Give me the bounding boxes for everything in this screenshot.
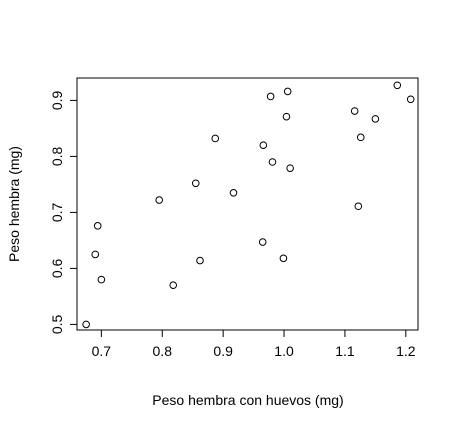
data-point [350, 107, 359, 115]
data-point [393, 81, 402, 90]
data-point [82, 320, 90, 329]
y-axis: 0.5 0.6 0.7 0.8 0.9 [49, 90, 78, 334]
y-axis-title: Peso hembra (mg) [6, 146, 22, 262]
data-point [266, 92, 275, 101]
data-point [356, 133, 365, 142]
y-tick-label: 0.9 [49, 90, 65, 110]
data-point [93, 222, 102, 230]
data-point [169, 281, 178, 290]
data-point [354, 202, 363, 211]
y-tick-label: 0.7 [49, 202, 65, 222]
x-tick-label: 1.2 [396, 343, 416, 359]
y-tick-label: 0.5 [49, 314, 65, 334]
y-tick-label: 0.6 [49, 258, 65, 278]
x-axis-title: Peso hembra con huevos (mg) [152, 392, 343, 408]
data-point [282, 112, 291, 121]
data-point [91, 250, 100, 259]
data-point [259, 141, 268, 149]
data-point [229, 189, 238, 197]
y-tick-label: 0.8 [49, 146, 65, 166]
data-point [155, 196, 164, 204]
x-axis: 0.7 0.8 0.9 1.0 1.1 1.2 [92, 329, 416, 359]
data-point [211, 134, 220, 143]
x-tick-label: 0.7 [92, 343, 112, 359]
data-point [371, 115, 380, 123]
data-points [82, 81, 415, 329]
x-tick-label: 1.0 [274, 343, 294, 359]
data-point [286, 164, 294, 172]
data-point [97, 275, 106, 284]
x-tick-label: 1.1 [335, 343, 355, 359]
data-point [258, 238, 267, 246]
data-point [268, 158, 277, 166]
x-tick-label: 0.8 [153, 343, 173, 359]
data-point [283, 87, 292, 96]
data-point [279, 254, 288, 263]
data-point [196, 256, 204, 265]
plot-frame [76, 77, 419, 331]
x-tick-label: 0.9 [213, 343, 233, 359]
data-point [406, 95, 415, 104]
data-point [191, 179, 200, 188]
